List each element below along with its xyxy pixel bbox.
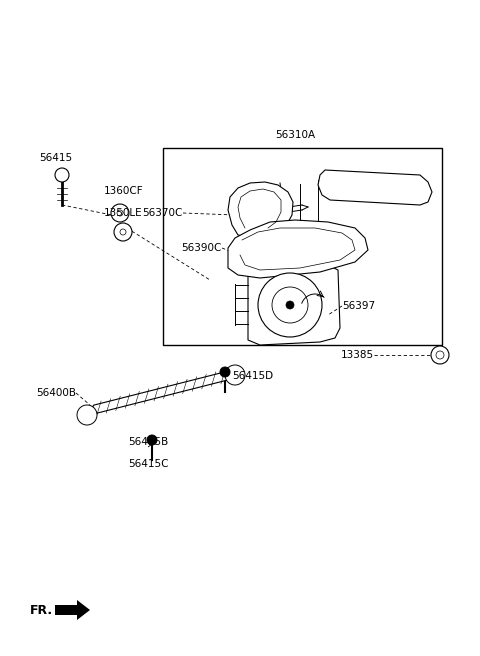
Polygon shape [228, 220, 368, 278]
Text: 56415C: 56415C [128, 459, 168, 469]
Text: 13385: 13385 [341, 350, 374, 360]
Circle shape [272, 287, 308, 323]
Text: 56415D: 56415D [232, 371, 273, 381]
Text: FR.: FR. [30, 604, 53, 617]
Circle shape [286, 301, 294, 309]
Polygon shape [228, 182, 293, 237]
Polygon shape [55, 600, 90, 620]
Polygon shape [91, 370, 231, 415]
Circle shape [111, 204, 129, 222]
Bar [163, 148, 442, 345]
Circle shape [431, 346, 449, 364]
Text: 56400B: 56400B [36, 388, 76, 398]
Circle shape [117, 210, 123, 216]
Text: 1360CF: 1360CF [104, 186, 144, 196]
Circle shape [114, 223, 132, 241]
Text: 56415B: 56415B [128, 437, 168, 447]
Polygon shape [318, 170, 432, 205]
Circle shape [436, 351, 444, 359]
Circle shape [55, 168, 69, 182]
Text: 56415: 56415 [39, 153, 72, 163]
Text: 56370C: 56370C [143, 208, 183, 218]
Polygon shape [248, 263, 340, 345]
Circle shape [220, 367, 230, 377]
Circle shape [147, 435, 157, 445]
Text: 56310A: 56310A [275, 130, 315, 140]
Circle shape [258, 273, 322, 337]
Circle shape [225, 365, 245, 385]
Circle shape [77, 405, 97, 425]
Text: 1350LE: 1350LE [104, 208, 143, 218]
Text: 56390C: 56390C [181, 243, 222, 253]
Circle shape [120, 229, 126, 235]
Text: 56397: 56397 [342, 301, 375, 311]
